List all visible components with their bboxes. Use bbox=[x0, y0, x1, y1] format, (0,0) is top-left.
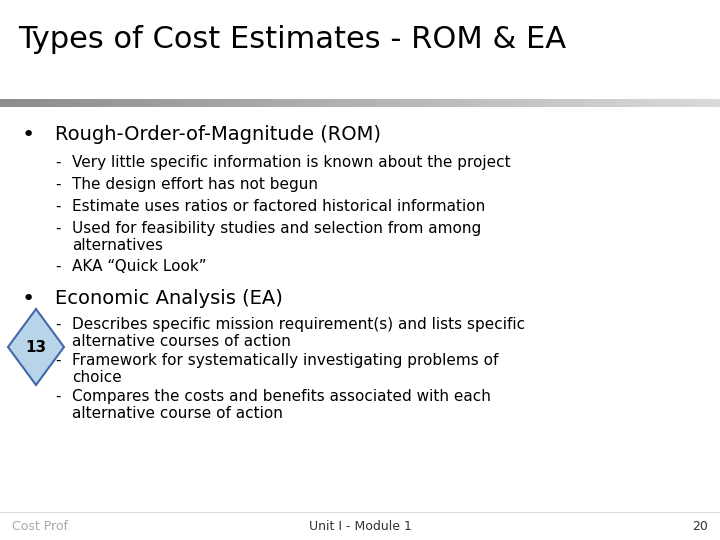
Text: -: - bbox=[55, 259, 60, 274]
Text: •: • bbox=[22, 289, 35, 309]
Text: Types of Cost Estimates - ROM & EA: Types of Cost Estimates - ROM & EA bbox=[18, 25, 566, 55]
Text: -: - bbox=[55, 155, 60, 170]
Text: Very little specific information is known about the project: Very little specific information is know… bbox=[72, 155, 510, 170]
Text: Estimate uses ratios or factored historical information: Estimate uses ratios or factored histori… bbox=[72, 199, 485, 214]
Text: Used for feasibility studies and selection from among
alternatives: Used for feasibility studies and selecti… bbox=[72, 221, 481, 253]
Polygon shape bbox=[8, 309, 64, 385]
Text: -: - bbox=[55, 221, 60, 236]
Text: 13: 13 bbox=[25, 340, 47, 354]
Text: -: - bbox=[55, 389, 60, 404]
Text: Compares the costs and benefits associated with each
alternative course of actio: Compares the costs and benefits associat… bbox=[72, 389, 491, 421]
Text: -: - bbox=[55, 177, 60, 192]
Text: Cost Prof: Cost Prof bbox=[12, 519, 68, 532]
Text: AKA “Quick Look”: AKA “Quick Look” bbox=[72, 259, 207, 274]
Text: 20: 20 bbox=[692, 519, 708, 532]
Text: Describes specific mission requirement(s) and lists specific
alternative courses: Describes specific mission requirement(s… bbox=[72, 317, 525, 349]
Text: Economic Analysis (EA): Economic Analysis (EA) bbox=[55, 289, 283, 308]
Text: -: - bbox=[55, 317, 60, 332]
Text: Unit I - Module 1: Unit I - Module 1 bbox=[309, 519, 411, 532]
Text: -: - bbox=[55, 199, 60, 214]
Text: The design effort has not begun: The design effort has not begun bbox=[72, 177, 318, 192]
Text: Rough-Order-of-Magnitude (ROM): Rough-Order-of-Magnitude (ROM) bbox=[55, 125, 381, 144]
Text: •: • bbox=[22, 125, 35, 145]
Text: Framework for systematically investigating problems of
choice: Framework for systematically investigati… bbox=[72, 353, 498, 386]
Text: -: - bbox=[55, 353, 60, 368]
